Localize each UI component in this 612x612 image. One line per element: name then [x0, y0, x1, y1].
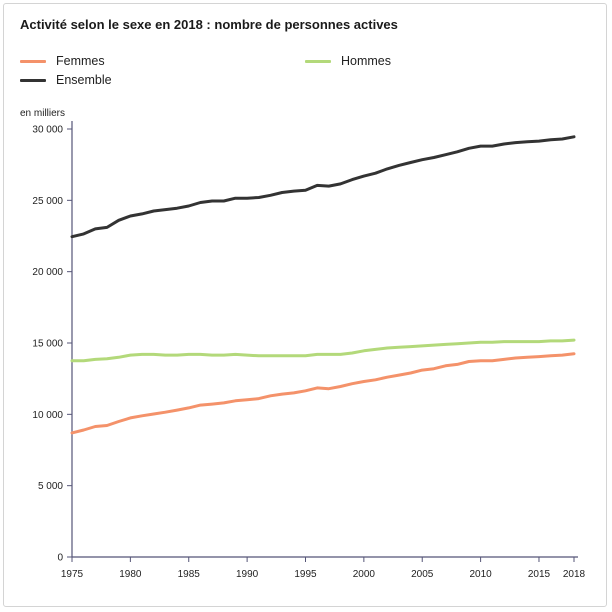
- y-tick-label: 20 000: [32, 267, 63, 278]
- x-tick-label: 2018: [563, 569, 586, 580]
- y-tick-label: 25 000: [32, 196, 63, 207]
- legend-label-hommes: Hommes: [341, 54, 392, 68]
- series-line-hommes[interactable]: [70, 338, 576, 363]
- y-tick-label: 15 000: [32, 339, 63, 350]
- legend-swatch-femmes: [20, 59, 46, 63]
- series-line-femmes[interactable]: [70, 352, 576, 435]
- x-tick-label: 1990: [236, 569, 259, 580]
- y-tick-label: 30 000: [32, 125, 63, 136]
- y-tick-label: 10 000: [32, 410, 63, 421]
- legend-item-femmes[interactable]: Femmes: [20, 54, 105, 68]
- x-tick-label: 1980: [119, 569, 142, 580]
- legend-swatch-hommes: [305, 59, 331, 63]
- x-tick-label: 2015: [528, 569, 551, 580]
- x-tick-label: 1975: [61, 569, 84, 580]
- legend-label-femmes: Femmes: [56, 54, 105, 68]
- legend-label-ensemble: Ensemble: [56, 73, 112, 87]
- x-tick-label: 1995: [294, 569, 317, 580]
- legend-swatch-ensemble: [20, 78, 46, 82]
- x-tick-label: 2010: [469, 569, 492, 580]
- legend-item-ensemble[interactable]: Ensemble: [20, 73, 112, 87]
- y-tick-label: 5 000: [38, 481, 63, 492]
- series-layer: [70, 135, 576, 435]
- series-line-ensemble[interactable]: [70, 135, 576, 239]
- y-tick-label: 0: [57, 553, 63, 564]
- chart-title: Activité selon le sexe en 2018 : nombre …: [20, 17, 398, 32]
- axes: 0 5 000 10 000 15 000 20 000 25 000 30 000 1975…: [32, 121, 586, 580]
- legend-item-hommes[interactable]: Hommes: [305, 54, 391, 68]
- x-tick-label: 2005: [411, 569, 434, 580]
- x-tick-label: 1985: [178, 569, 201, 580]
- x-tick-label: 2000: [353, 569, 376, 580]
- y-unit-label: en milliers: [20, 108, 66, 119]
- chart-frame: [3, 3, 607, 607]
